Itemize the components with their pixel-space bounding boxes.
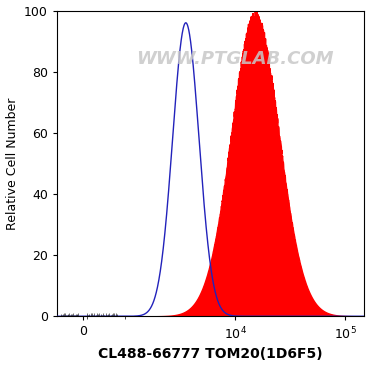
Text: WWW.PTGLAB.COM: WWW.PTGLAB.COM xyxy=(137,51,334,69)
X-axis label: CL488-66777 TOM20(1D6F5): CL488-66777 TOM20(1D6F5) xyxy=(98,348,323,361)
Y-axis label: Relative Cell Number: Relative Cell Number xyxy=(6,97,18,230)
